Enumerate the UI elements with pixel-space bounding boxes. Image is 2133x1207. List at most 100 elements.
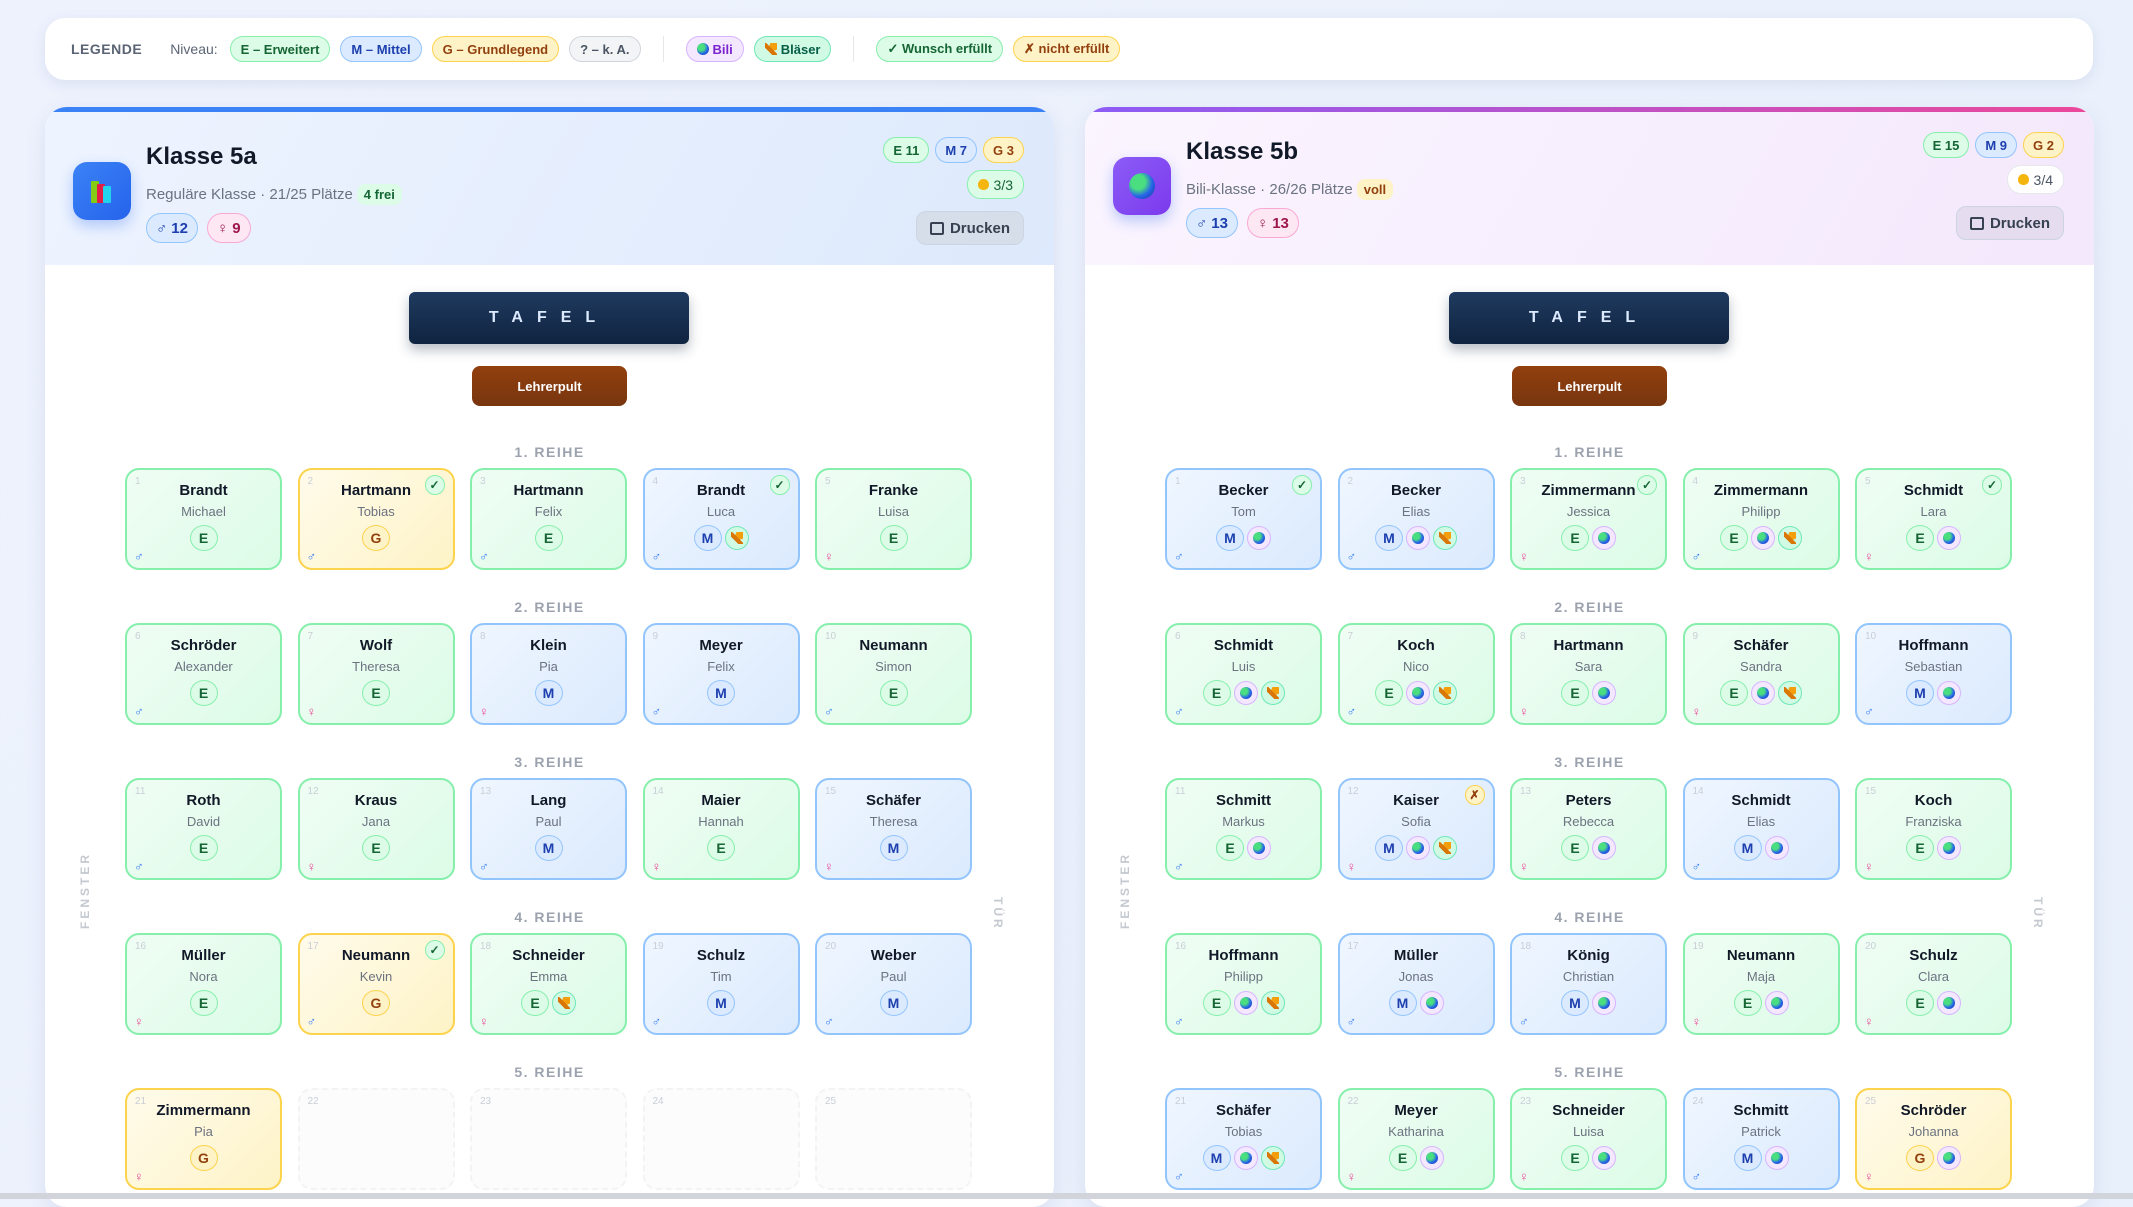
student-badges: M <box>472 680 625 706</box>
student-first-name: Luis <box>1231 659 1256 674</box>
student-card[interactable]: 6 Schröder Alexander E ♂ <box>125 623 282 725</box>
student-card[interactable]: 18 Schneider Emma E ♀ <box>470 933 627 1035</box>
student-last-name: König <box>1567 947 1610 964</box>
student-first-name: Philipp <box>1223 969 1264 984</box>
wish-fulfilled-icon: ✓ <box>424 940 445 960</box>
blackboard: TAFEL <box>409 292 689 344</box>
heart-icon <box>977 179 989 190</box>
student-card[interactable]: 23 Schneider Luisa E ♀ <box>1510 1088 1667 1190</box>
student-card[interactable]: 17 Müller Jonas M ♂ <box>1337 933 1495 1035</box>
seat-number: 25 <box>825 1096 837 1107</box>
bili-badge <box>1419 1146 1444 1170</box>
student-first-name: Tim <box>710 969 732 984</box>
legend-bili: Bili <box>685 36 744 62</box>
student-card[interactable]: 14 Schmidt Elias M ♂ <box>1682 778 1840 880</box>
student-badges: E <box>1512 1145 1665 1171</box>
seat-number: 18 <box>480 941 492 952</box>
student-card[interactable]: 20 Schulz Clara E ♀ <box>1855 933 2012 1035</box>
globe-icon <box>1598 1152 1610 1164</box>
student-card[interactable]: 19 Schulz Tim M ♂ <box>642 933 800 1035</box>
student-card[interactable]: 14 Maier Hannah E ♀ <box>642 778 800 880</box>
student-card[interactable]: 8 Klein Pia M ♀ <box>470 623 627 725</box>
student-card[interactable]: 2 Becker Elias M ♂ <box>1337 468 1495 570</box>
seat-number: 20 <box>825 941 837 952</box>
student-card[interactable]: 8 Hartmann Sara E ♀ <box>1510 623 1667 725</box>
student-card[interactable]: 4 ✓ Brandt Luca M ♂ <box>642 468 800 570</box>
class-panel: Klasse 5b Bili-Klasse · 26/26 Plätze voll… <box>1085 107 2094 1207</box>
student-card[interactable]: 24 Schmitt Patrick M ♂ <box>1682 1088 1840 1190</box>
student-card[interactable]: 19 Neumann Maja E ♀ <box>1682 933 1840 1035</box>
bili-badge <box>1764 1146 1789 1170</box>
student-last-name: Neumann <box>859 637 928 654</box>
seat-number: 5 <box>1865 476 1871 487</box>
level-badge: M <box>879 990 908 1016</box>
student-card[interactable]: 10 Hoffmann Sebastian M ♂ <box>1855 623 2012 725</box>
empty-seat[interactable]: 24 <box>642 1088 800 1190</box>
student-badges: M <box>817 835 970 861</box>
student-card[interactable]: 13 Peters Rebecca E ♀ <box>1510 778 1667 880</box>
globe-icon <box>1239 997 1252 1009</box>
student-card[interactable]: 22 Meyer Katharina E ♀ <box>1337 1088 1495 1190</box>
blaeser-badge <box>1260 991 1285 1015</box>
student-card[interactable]: 15 Schäfer Theresa M ♀ <box>815 778 972 880</box>
student-card[interactable]: 21 Zimmermann Pia G ♀ <box>125 1088 282 1190</box>
seat-number: 8 <box>480 631 486 642</box>
student-card[interactable]: 2 ✓ Hartmann Tobias G ♂ <box>297 468 455 570</box>
student-badges: M <box>1340 525 1493 551</box>
empty-seat[interactable]: 22 <box>297 1088 455 1190</box>
print-button[interactable]: Drucken <box>1955 206 2064 240</box>
student-card[interactable]: 25 Schröder Johanna G ♀ <box>1855 1088 2012 1190</box>
student-card[interactable]: 12 Kraus Jana E ♀ <box>297 778 455 880</box>
student-badges: E <box>1167 835 1320 861</box>
print-button[interactable]: Drucken <box>915 211 1024 245</box>
student-card[interactable]: 1 Brandt Michael E ♂ <box>125 468 282 570</box>
student-card[interactable]: 13 Lang Paul M ♂ <box>470 778 627 880</box>
student-card[interactable]: 11 Roth David E ♂ <box>125 778 282 880</box>
student-card[interactable]: 11 Schmitt Markus E ♂ <box>1165 778 1322 880</box>
student-card[interactable]: 16 Müller Nora E ♀ <box>125 933 282 1035</box>
student-badges: E <box>1857 525 2010 551</box>
student-card[interactable]: 5 Franke Luisa E ♀ <box>815 468 972 570</box>
student-card[interactable]: 7 Koch Nico E ♂ <box>1337 623 1495 725</box>
globe-icon <box>1757 532 1769 544</box>
student-first-name: Nora <box>189 969 218 984</box>
student-card[interactable]: 5 ✓ Schmidt Lara E ♀ <box>1855 468 2012 570</box>
male-icon: ♂ <box>134 859 144 874</box>
male-icon: ♂ <box>1691 549 1702 564</box>
class-subtitle: Reguläre Klasse · 21/25 Plätze 4 frei <box>146 184 402 205</box>
student-card[interactable]: 3 Hartmann Felix E ♂ <box>470 468 627 570</box>
student-card[interactable]: 17 ✓ Neumann Kevin G ♂ <box>297 933 455 1035</box>
student-card[interactable]: 16 Hoffmann Philipp E ♂ <box>1165 933 1322 1035</box>
student-last-name: Schmidt <box>1903 482 1964 499</box>
student-card[interactable]: 4 Zimmermann Philipp E ♂ <box>1682 468 1840 570</box>
student-badges: M <box>472 835 625 861</box>
student-card[interactable]: 6 Schmidt Luis E ♂ <box>1165 623 1322 725</box>
student-card[interactable]: 1 ✓ Becker Tom M ♂ <box>1165 468 1322 570</box>
student-card[interactable]: 9 Meyer Felix M ♂ <box>642 623 800 725</box>
row-label: 2. REIHE <box>514 599 585 615</box>
student-card[interactable]: 20 Weber Paul M ♂ <box>815 933 972 1035</box>
female-icon: ♀ <box>1519 549 1529 564</box>
globe-icon <box>1253 842 1265 854</box>
student-first-name: Paul <box>535 814 562 829</box>
student-first-name: Theresa <box>352 659 400 674</box>
student-card[interactable]: 18 König Christian M ♂ <box>1510 933 1667 1035</box>
student-card[interactable]: 15 Koch Franziska E ♀ <box>1855 778 2012 880</box>
level-badge: E <box>521 990 549 1016</box>
student-first-name: Rebecca <box>1562 814 1615 829</box>
student-card[interactable]: 9 Schäfer Sandra E ♀ <box>1682 623 1840 725</box>
student-card[interactable]: 21 Schäfer Tobias M ♂ <box>1165 1088 1322 1190</box>
horizontal-scrollbar[interactable] <box>0 1193 2133 1199</box>
student-badges: E <box>1340 1145 1493 1171</box>
student-card[interactable]: 3 ✓ Zimmermann Jessica E ♀ <box>1510 468 1667 570</box>
level-badge: M <box>693 525 722 551</box>
gender-counts: ♂ 12 ♀ 9 <box>146 213 251 243</box>
student-card[interactable]: 7 Wolf Theresa E ♀ <box>297 623 455 725</box>
empty-seat[interactable]: 23 <box>470 1088 627 1190</box>
male-icon: ♂ <box>1346 704 1357 719</box>
student-card[interactable]: 12 ✗ Kaiser Sofia M ♀ <box>1337 778 1495 880</box>
wish-fulfilled-icon: ✓ <box>1292 475 1312 495</box>
student-card[interactable]: 10 Neumann Simon E ♂ <box>815 623 972 725</box>
empty-seat[interactable]: 25 <box>815 1088 972 1190</box>
student-last-name: Schäfer <box>1215 1102 1272 1119</box>
